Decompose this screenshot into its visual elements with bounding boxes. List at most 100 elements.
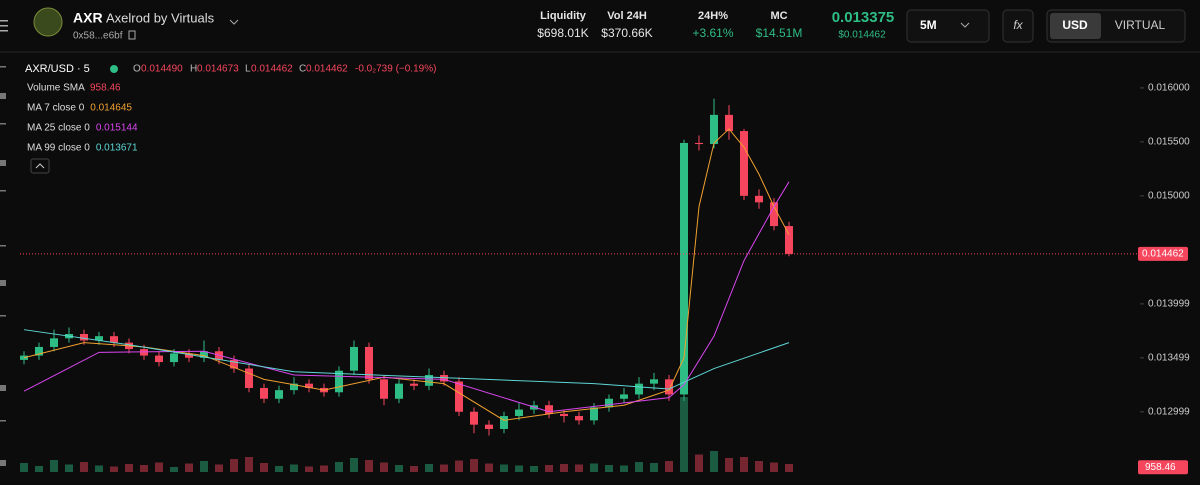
stat-label: Vol 24H xyxy=(607,10,647,22)
candle-body xyxy=(200,351,208,358)
volume-bar xyxy=(620,465,628,472)
volume-bar xyxy=(110,466,118,472)
candle-body xyxy=(560,413,568,417)
legend-value: 0.013671 xyxy=(96,143,138,154)
y-tick-label: 0.015500 xyxy=(1148,137,1190,148)
candle-body xyxy=(185,353,193,358)
y-tick-label: 0.015000 xyxy=(1148,190,1190,201)
volume-bar xyxy=(275,466,283,472)
collapse-icon xyxy=(35,163,45,169)
volume-bar xyxy=(395,465,403,472)
token-address: 0x58...e6bf xyxy=(73,31,123,42)
volume-sma-box xyxy=(1138,460,1188,475)
y-tick-label: 0.013999 xyxy=(1148,299,1190,310)
indicator-button[interactable] xyxy=(1002,9,1034,43)
candle-body xyxy=(155,355,163,363)
volume-bar xyxy=(455,460,463,472)
candle-body xyxy=(680,142,688,395)
indicator-value: 958.46 xyxy=(90,83,121,94)
y-tick-label: 0.012999 xyxy=(1148,406,1190,417)
candle-body xyxy=(410,383,418,386)
volume-bar xyxy=(245,457,253,472)
volume-sma-label: 958.46 xyxy=(1145,462,1176,473)
candle-body xyxy=(620,394,628,399)
volume-bar xyxy=(20,463,28,472)
volume-bar xyxy=(515,465,523,472)
volume-bar xyxy=(305,466,313,472)
drawing-toolbar[interactable] xyxy=(0,66,6,466)
volume-bar xyxy=(215,464,223,472)
interval-label: 5M xyxy=(920,18,937,32)
candle-body xyxy=(170,353,178,363)
token-avatar xyxy=(33,7,63,37)
last-price-box xyxy=(1138,246,1188,261)
stat-label: Liquidity xyxy=(540,10,587,22)
volume-bar xyxy=(425,464,433,472)
menu-icon[interactable] xyxy=(0,20,8,32)
volume-bar xyxy=(740,457,748,472)
currency-option[interactable]: USD xyxy=(1062,18,1088,32)
volume-bar xyxy=(35,466,43,472)
candle-body xyxy=(500,416,508,429)
volume-bar xyxy=(470,459,478,472)
legend-name: MA 99 close 0 xyxy=(27,143,90,154)
volume-bar xyxy=(785,464,793,472)
volume-bar xyxy=(155,462,163,472)
candle-body xyxy=(245,368,253,388)
volume-bar xyxy=(230,459,238,472)
candle-body xyxy=(695,142,703,145)
ohlc-key: O xyxy=(133,64,141,75)
volume-bar xyxy=(200,461,208,472)
volume-bar xyxy=(770,462,778,472)
volume-bar xyxy=(500,464,508,472)
candle-body xyxy=(725,114,733,132)
candle-body xyxy=(470,411,478,425)
volume-bar xyxy=(530,466,538,472)
candle-body xyxy=(275,390,283,399)
candle-body xyxy=(665,379,673,395)
volume-bar xyxy=(290,464,298,472)
ohlc-value: 0.014462 xyxy=(306,64,348,75)
interval-chevron xyxy=(960,22,970,28)
volume-bar xyxy=(365,460,373,472)
ohlc-key: H xyxy=(190,64,197,75)
currency-option[interactable]: VIRTUAL xyxy=(1115,18,1166,32)
candle-body xyxy=(710,114,718,145)
candle-body xyxy=(590,407,598,421)
moving-average xyxy=(23,181,790,413)
candle-body xyxy=(95,336,103,341)
candle-body xyxy=(515,409,523,417)
volume-bar xyxy=(410,466,418,472)
ohlc-value: 0.014673 xyxy=(197,64,239,75)
current-price: 0.013375 xyxy=(832,9,895,26)
volume-bar xyxy=(95,465,103,472)
candle-body xyxy=(755,195,763,203)
token-dropdown[interactable] xyxy=(229,19,239,25)
volume-bar xyxy=(80,462,88,472)
volume-bar xyxy=(440,464,448,472)
candle-body xyxy=(650,379,658,384)
volume-bar xyxy=(725,458,733,472)
candle-body xyxy=(260,387,268,399)
volume-bar xyxy=(320,465,328,472)
stat-label: MC xyxy=(770,10,787,22)
interval-select[interactable] xyxy=(906,9,990,43)
currency-selected[interactable] xyxy=(1050,13,1101,39)
volume-bar xyxy=(650,463,658,472)
candle-body xyxy=(335,370,343,393)
collapse-legend[interactable] xyxy=(30,158,50,174)
copy-icon[interactable] xyxy=(128,30,136,40)
stat-label: 24H% xyxy=(698,10,728,22)
indicator-label: fx xyxy=(1013,18,1023,32)
volume-bar xyxy=(545,465,553,472)
volume-bar xyxy=(695,454,703,472)
current-price-usd: $0.014462 xyxy=(838,30,886,41)
ohlc-value: 0.014462 xyxy=(251,64,293,75)
volume-bar xyxy=(335,462,343,472)
candle-body xyxy=(230,359,238,369)
last-price-label: 0.014462 xyxy=(1142,249,1184,260)
volume-bar xyxy=(485,463,493,472)
volume-bar xyxy=(380,462,388,472)
candle-body xyxy=(770,202,778,227)
